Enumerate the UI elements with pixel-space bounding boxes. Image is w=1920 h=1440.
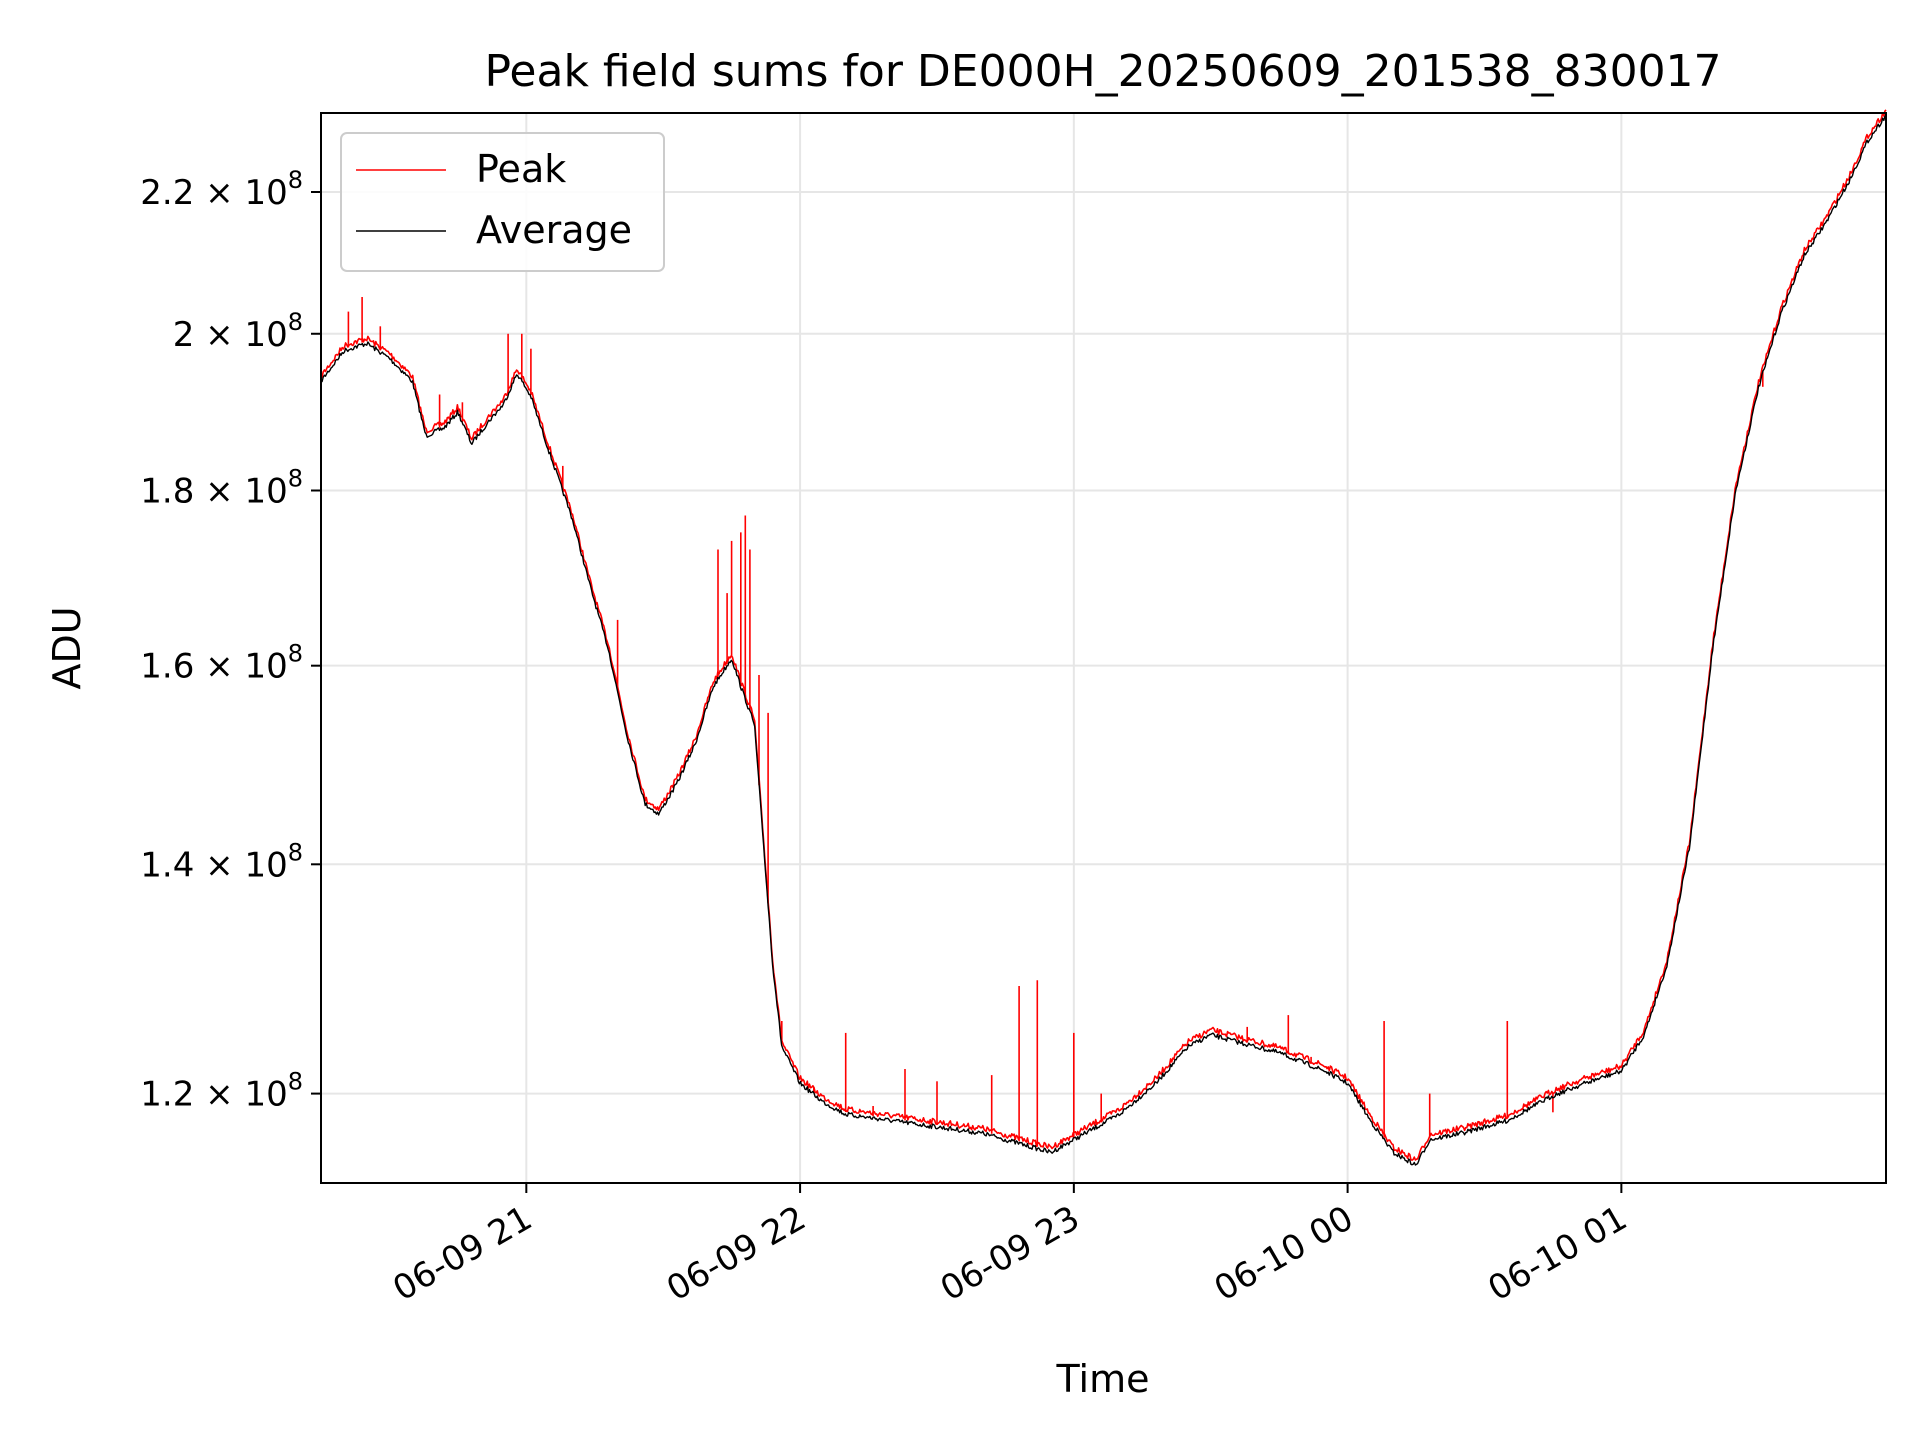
chart-title: Peak field sums for DE000H_20250609_2015… xyxy=(484,46,1721,97)
legend-label-peak: Peak xyxy=(476,147,566,191)
y-tick-label: 2.2 × 108 xyxy=(140,166,303,213)
plot-series xyxy=(320,109,1887,1166)
y-axis-label: ADU xyxy=(45,606,89,689)
legend: Peak Average xyxy=(340,132,665,272)
x-axis-label: Time xyxy=(1056,1357,1150,1401)
series-line-average xyxy=(320,114,1887,1166)
y-tick-label: 1.4 × 108 xyxy=(140,838,303,885)
legend-box xyxy=(340,132,665,272)
y-tick-label: 1.8 × 108 xyxy=(140,464,303,511)
y-tick-label: 1.6 × 108 xyxy=(140,640,303,687)
plot-frame xyxy=(320,112,1887,1184)
legend-label-average: Average xyxy=(476,208,632,252)
series-line-peak xyxy=(320,109,1887,1161)
y-tick-label: 1.2 × 108 xyxy=(140,1068,303,1115)
y-tick-label: 2 × 108 xyxy=(173,308,303,355)
